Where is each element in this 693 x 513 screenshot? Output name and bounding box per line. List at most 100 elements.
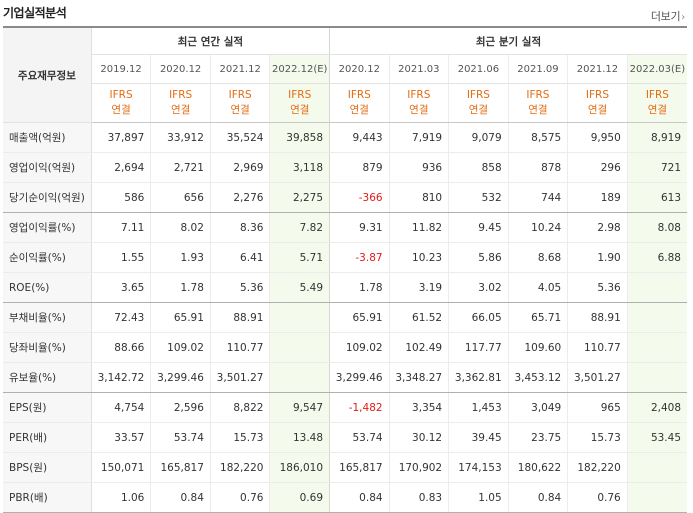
more-link[interactable]: 더보기› — [651, 8, 685, 24]
basis-header: IFRS 연결 — [91, 83, 151, 123]
section-title: 기업실적분석 — [3, 6, 67, 20]
quarter-group-header: 최근 분기 실적 — [329, 26, 687, 55]
more-label[interactable]: 더보기 — [650, 10, 681, 23]
table-row: 순이익률(%) 1.55 1.93 6.41 5.71 -3.87 10.23 5.86 8.6… — [3, 242, 687, 273]
table-row: PBR(배) 1.06 0.84 0.76 0.69 0.84 0.83 1.05 0.84 0.… — [3, 482, 687, 513]
period-header: 2021.03 — [388, 54, 449, 84]
table-cell: 6.41 — [209, 242, 270, 273]
table-cell: 88.91 — [209, 302, 270, 333]
table-cell: 2,721 — [150, 152, 211, 183]
table-cell: 721 — [626, 152, 687, 183]
table-cell: 4,754 — [91, 392, 151, 423]
table-cell: 1.78 — [329, 272, 390, 303]
section-header: 기업실적분석 더보기› — [0, 0, 693, 26]
table-cell: 6.88 — [626, 242, 687, 273]
period-header: 2021.12 — [567, 54, 628, 84]
table-row: 매출액(억원) 37,897 33,912 35,524 39,858 9,443 7,91… — [3, 122, 687, 153]
table-cell: 170,902 — [388, 452, 449, 483]
row-label: 유보율(%) — [3, 362, 92, 393]
table-cell: 23.75 — [507, 422, 568, 453]
table-cell: 858 — [448, 152, 509, 183]
basis-scope: 연결 — [468, 104, 489, 116]
table-cell: 15.73 — [209, 422, 270, 453]
table-cell: 53.74 — [329, 422, 390, 453]
table-cell: 810 — [388, 182, 449, 213]
table-cell: 2.98 — [567, 212, 628, 243]
basis-standard: IFRS — [169, 89, 193, 101]
table-cell: 3,354 — [388, 392, 449, 423]
table-cell: 35,524 — [209, 122, 270, 153]
table-cell: 5.86 — [448, 242, 509, 273]
basis-standard: IFRS — [585, 89, 610, 101]
table-cell — [626, 272, 687, 303]
table-cell: 37,897 — [91, 122, 151, 153]
basis-standard: IFRS — [347, 89, 371, 101]
table-cell: 1.06 — [91, 482, 151, 513]
basis-header: IFRS 연결 — [150, 83, 211, 123]
table-cell: 7,919 — [388, 122, 449, 153]
table-cell — [269, 332, 330, 363]
basis-header: IFRS 연결 — [626, 83, 687, 123]
period-header: 2021.09 — [507, 54, 568, 84]
period-header: 2022.12(E) — [269, 54, 330, 84]
chevron-right-icon: › — [681, 12, 685, 23]
table-cell: 0.84 — [507, 482, 568, 513]
table-cell: 586 — [91, 182, 151, 213]
table-cell: 1,453 — [448, 392, 509, 423]
table-row: 영업이익률(%) 7.11 8.02 8.36 7.82 9.31 11.82 9.45 10.… — [3, 212, 687, 243]
table-cell: 3.19 — [388, 272, 449, 303]
table-cell: 11.82 — [388, 212, 449, 243]
basis-standard: IFRS — [526, 89, 550, 101]
row-label: 당좌비율(%) — [3, 332, 92, 363]
table-cell: 0.76 — [567, 482, 628, 513]
table-cell: 2,596 — [150, 392, 211, 423]
table-cell: 0.76 — [209, 482, 270, 513]
table-cell: 33,912 — [150, 122, 211, 153]
table-cell: 3,501.27 — [209, 362, 270, 393]
table-cell: 30.12 — [388, 422, 449, 453]
table-cell: 65.91 — [329, 302, 390, 333]
table-cell: 7.82 — [269, 212, 330, 243]
basis-header: IFRS 연결 — [388, 83, 449, 123]
table-cell: 2,276 — [209, 182, 270, 213]
table-cell: 1.05 — [448, 482, 509, 513]
period-header: 2022.03(E) — [626, 54, 687, 84]
table-cell: 180,622 — [507, 452, 568, 483]
basis-scope: 연결 — [170, 104, 191, 116]
table-cell: 2,694 — [91, 152, 151, 183]
table-cell: 182,220 — [209, 452, 270, 483]
table-cell: 1.55 — [91, 242, 151, 273]
basis-header: IFRS 연결 — [507, 83, 568, 123]
table-cell: 9,547 — [269, 392, 330, 423]
table-cell: 33.57 — [91, 422, 151, 453]
table-cell: 15.73 — [567, 422, 628, 453]
table-cell: 66.05 — [448, 302, 509, 333]
financial-summary-table: 주요재무정보 최근 연간 실적 최근 분기 실적 2019.12 2020.12 2… — [3, 26, 687, 513]
table-row: 당좌비율(%) 88.66 109.02 110.77 109.02 102.49 117.… — [3, 332, 687, 363]
table-cell: -366 — [329, 182, 390, 213]
table-cell: 965 — [567, 392, 628, 423]
basis-header: IFRS 연결 — [209, 83, 270, 123]
table-cell: 9.45 — [448, 212, 509, 243]
table-cell: 878 — [507, 152, 568, 183]
row-label: 부채비율(%) — [3, 302, 92, 333]
table-cell: 3,362.81 — [448, 362, 509, 393]
table-cell: 174,153 — [448, 452, 509, 483]
basis-scope: 연결 — [528, 104, 548, 116]
period-header: 2021.12 — [209, 54, 270, 84]
period-header: 2021.06 — [448, 54, 509, 84]
table-cell: 2,969 — [209, 152, 270, 183]
table-cell: 165,817 — [329, 452, 390, 483]
table-cell: 936 — [388, 152, 449, 183]
table-cell: 5.36 — [209, 272, 270, 303]
table-row: 유보율(%) 3,142.72 3,299.46 3,501.27 3,299.46 3,… — [3, 362, 687, 393]
table-cell: 39.45 — [448, 422, 509, 453]
table-cell: 109.60 — [507, 332, 568, 363]
table-cell: 0.83 — [388, 482, 449, 513]
row-label: PER(배) — [3, 422, 92, 453]
table-cell: 0.84 — [150, 482, 211, 513]
table-cell: 9,950 — [567, 122, 628, 153]
table-cell: 8,919 — [626, 122, 687, 153]
table-cell: 61.52 — [388, 302, 449, 333]
table-row: EPS(원) 4,754 2,596 8,822 9,547 -1,482 3,354 1,4… — [3, 392, 687, 423]
